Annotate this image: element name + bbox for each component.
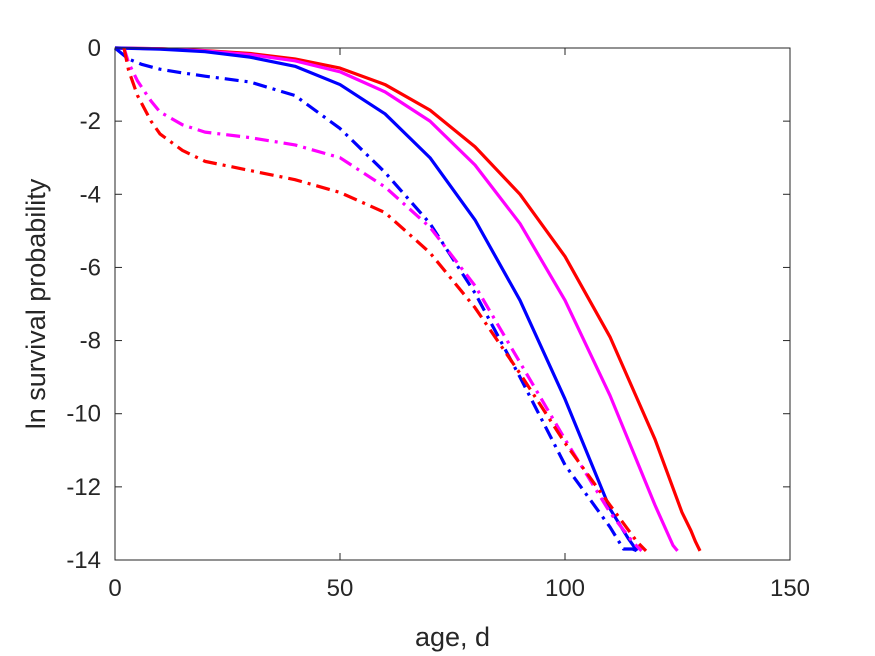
series-line-5 (122, 47, 648, 552)
x-tick-label: 0 (108, 575, 121, 602)
series-line-2 (114, 46, 639, 552)
y-tick-label: -2 (80, 108, 101, 135)
y-tick-label: -4 (80, 181, 101, 208)
plot-frame (114, 47, 791, 561)
x-axis-label: age, d (415, 622, 490, 652)
y-tick-label: -6 (80, 254, 101, 281)
tick-layer: 0 50 100 150 0 -2 -4 -6 -8 -10 -12 -14 (66, 35, 810, 602)
y-tick-label: -14 (66, 547, 101, 574)
series-line-3 (113, 46, 638, 553)
series-layer (113, 46, 702, 553)
y-axis-label: ln survival probability (21, 178, 51, 429)
y-tick-label: -8 (80, 328, 101, 355)
x-tick-label: 150 (770, 575, 810, 602)
x-tick-label: 100 (545, 575, 585, 602)
y-tick-label: 0 (88, 35, 101, 62)
x-tick-label: 50 (327, 575, 354, 602)
y-tick-label: -10 (66, 401, 101, 428)
y-tick-label: -12 (66, 474, 101, 501)
